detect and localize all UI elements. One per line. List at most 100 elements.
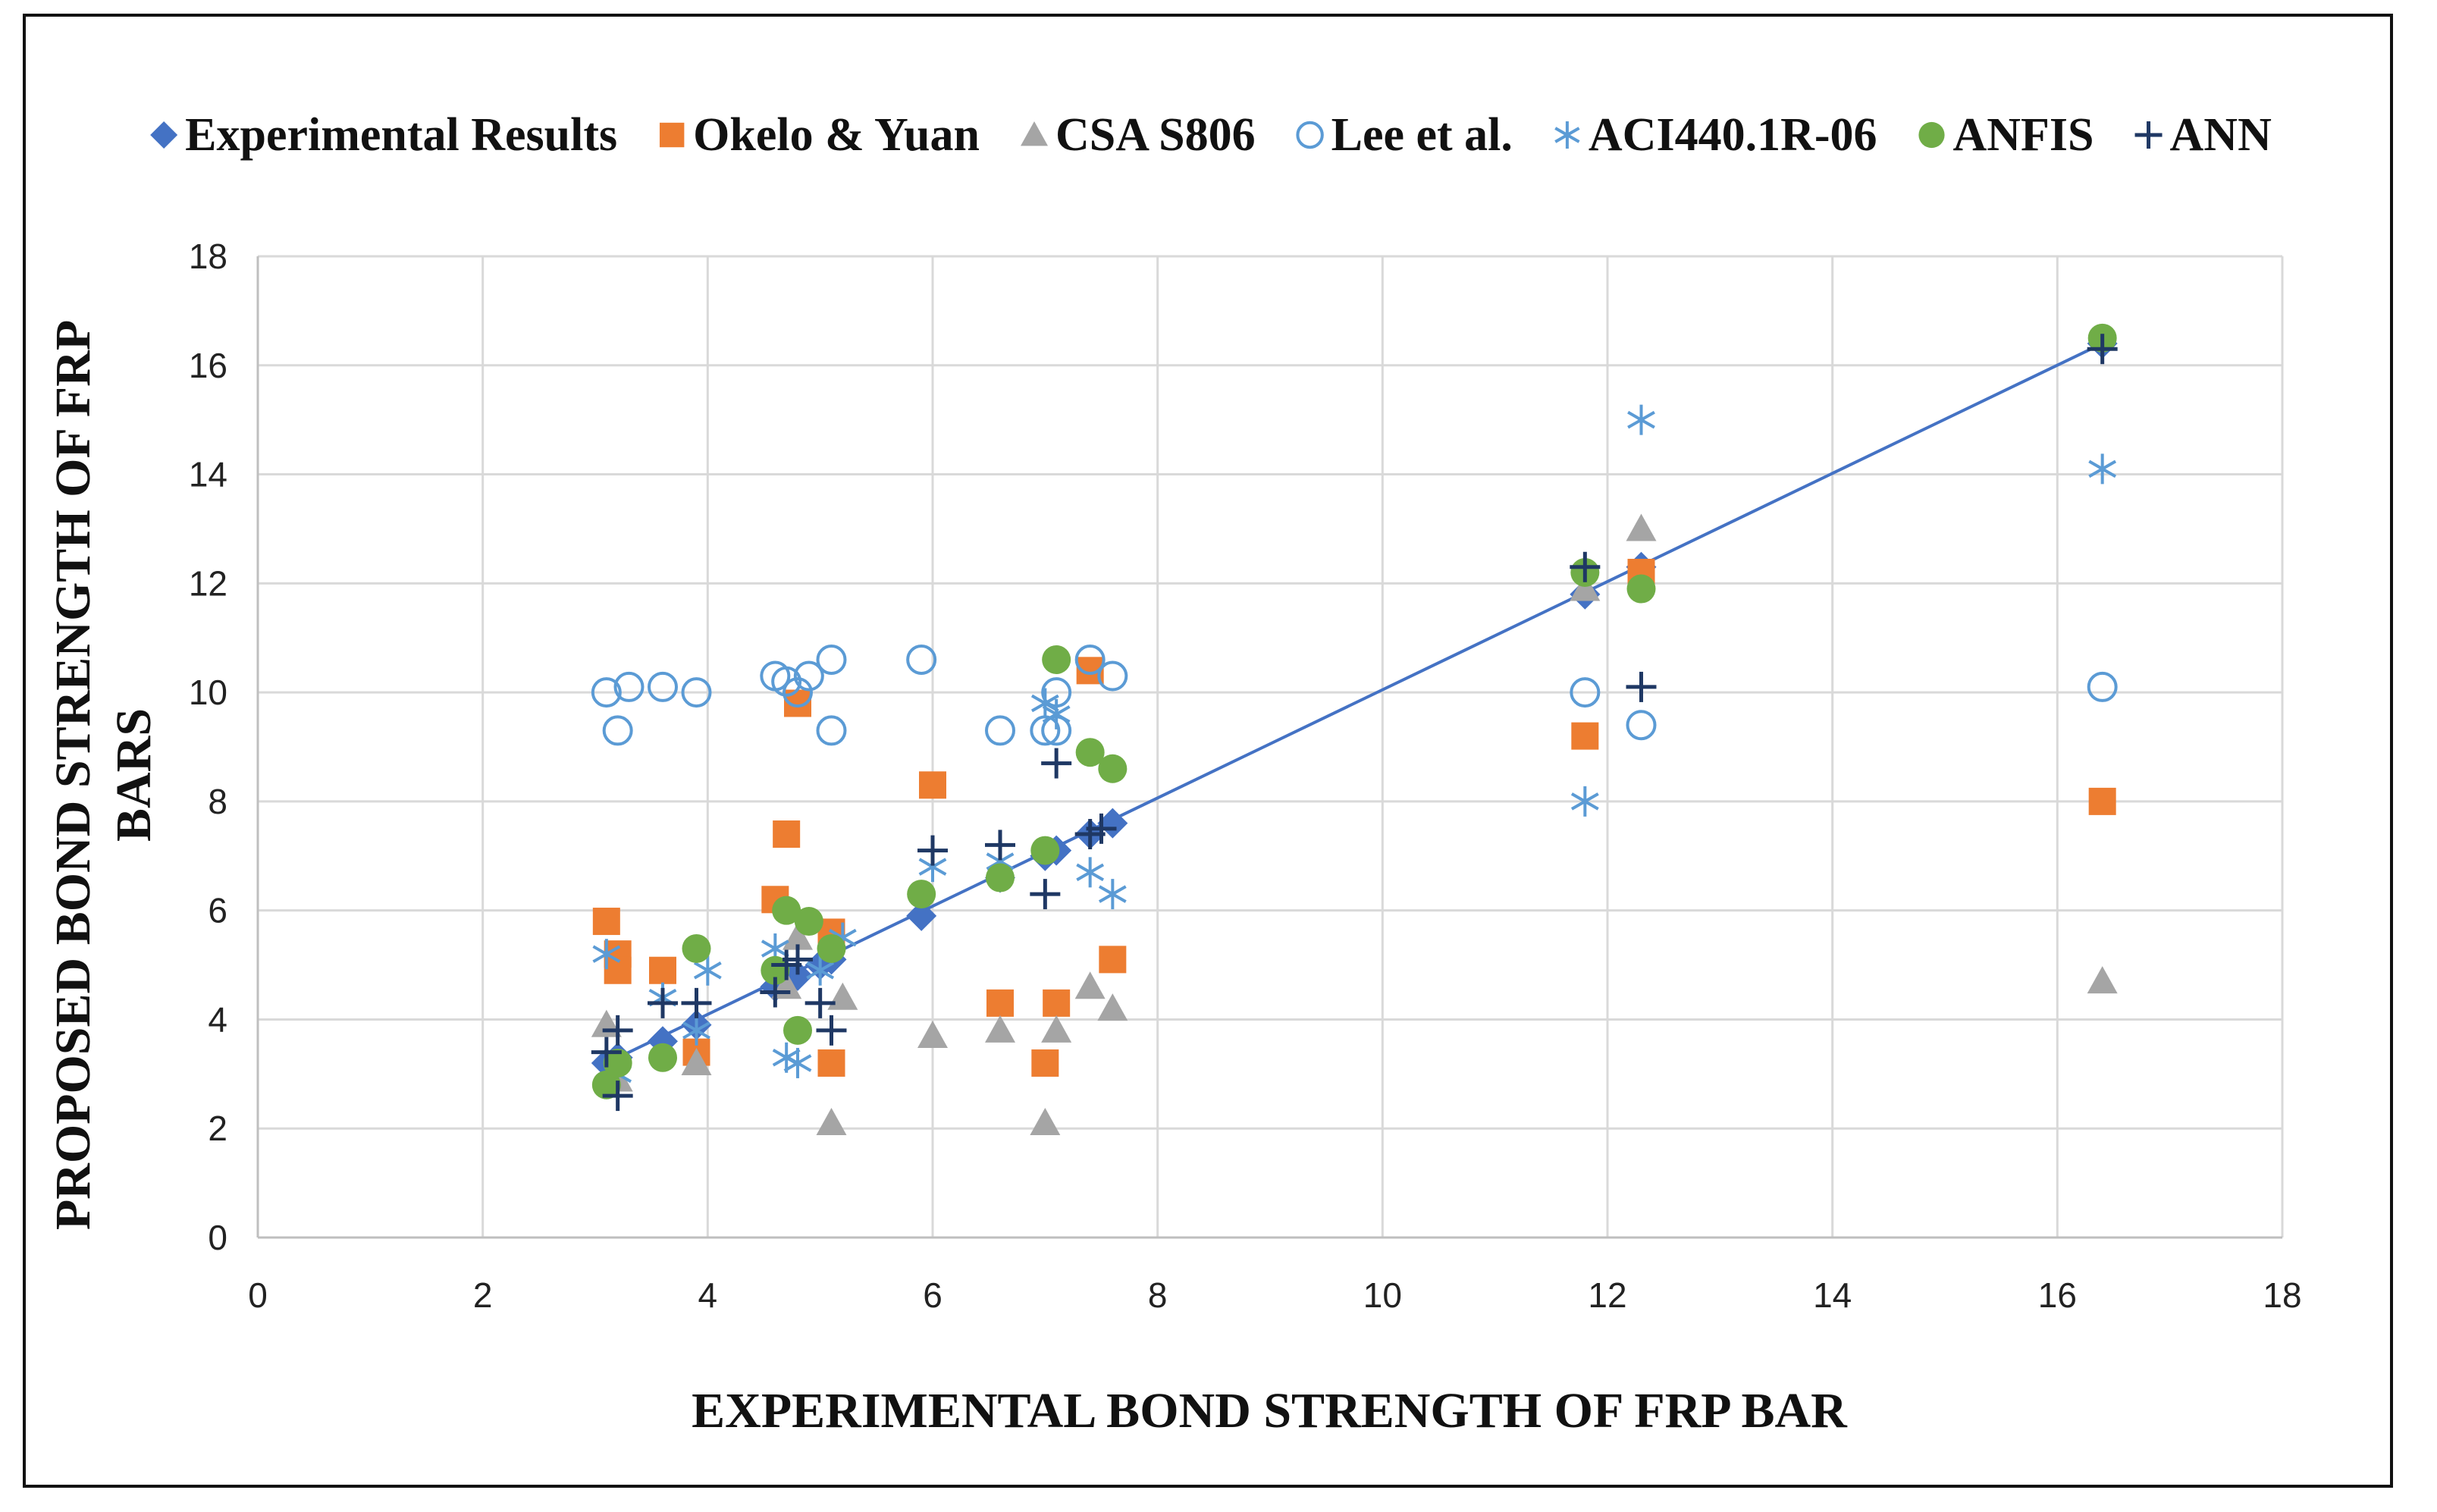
data-point	[1074, 644, 1106, 675]
data-point	[1626, 574, 1656, 604]
y-tick-label: 6	[208, 891, 227, 930]
legend-marker	[1021, 121, 1049, 146]
data-point	[602, 715, 633, 746]
data-point	[985, 715, 1015, 746]
data-point	[602, 1015, 633, 1046]
y-tick-label: 18	[189, 237, 227, 276]
data-point	[816, 715, 847, 746]
y-tick-label: 14	[189, 455, 227, 494]
data-point	[906, 900, 937, 931]
y-tick-label: 12	[189, 563, 227, 603]
chart-frame: 0 2 4 6 8 10 12 14 16 18 0 2 4 6 8 10 12 14 16 18 Experimen…	[23, 14, 2393, 1488]
data-point	[917, 835, 948, 866]
data-point	[816, 644, 847, 675]
x-tick-label: 8	[1148, 1275, 1168, 1315]
data-point	[1571, 722, 1599, 750]
data-point	[760, 977, 791, 1008]
y-axis-title-line-2: BARS	[106, 708, 162, 842]
x-tick-label: 2	[473, 1275, 493, 1315]
x-tick-label: 6	[923, 1275, 942, 1315]
data-point	[816, 1108, 847, 1136]
data-point	[2088, 787, 2116, 815]
data-point	[1097, 993, 1128, 1021]
legend-label: Lee et al.	[1331, 109, 1513, 161]
series-aci440-1r-06	[592, 404, 2117, 1090]
data-point	[591, 1070, 621, 1099]
legend-item: Okelo & Yuan	[659, 109, 980, 161]
x-tick-label: 4	[698, 1275, 718, 1315]
data-point	[681, 1047, 712, 1075]
y-axis-title-line-1: PROPOSED BOND STRENGTH OF FRP	[45, 320, 101, 1230]
data-point	[592, 939, 621, 970]
legend: Experimental Results Okelo & Yuan CSA S806…	[150, 109, 2272, 161]
data-point	[827, 982, 858, 1010]
legend-item: ANFIS	[1918, 109, 2094, 161]
y-axis-title: PROPOSED BOND STRENGTH OF FRP BARS	[45, 320, 162, 1230]
legend-label: CSA S806	[1055, 109, 1256, 161]
data-point	[783, 922, 813, 950]
x-tick-label: 14	[1813, 1275, 1852, 1315]
data-point	[1570, 573, 1601, 601]
data-point	[783, 1047, 812, 1078]
data-point	[681, 677, 712, 708]
data-point	[693, 955, 722, 986]
data-point	[773, 820, 801, 849]
data-point	[1570, 786, 1599, 817]
data-point	[1031, 1049, 1059, 1077]
legend-label: ANFIS	[1953, 109, 2094, 161]
y-tick-label: 8	[208, 782, 227, 821]
data-point	[906, 644, 937, 675]
data-point	[985, 830, 1015, 861]
data-point	[681, 987, 712, 1018]
legend-marker	[1918, 121, 1945, 149]
data-point	[804, 987, 836, 1018]
x-tick-label: 12	[1588, 1275, 1626, 1315]
data-point	[649, 956, 676, 984]
x-tick-label: 0	[248, 1275, 268, 1315]
data-point	[986, 863, 1015, 892]
y-tick-label: 16	[189, 346, 227, 385]
x-tick-label: 18	[2263, 1275, 2301, 1315]
series-lee-et-al-	[591, 644, 2118, 746]
data-point	[648, 671, 678, 702]
data-point	[1076, 857, 1105, 888]
legend-marker	[150, 121, 178, 149]
legend-label: Okelo & Yuan	[693, 109, 980, 161]
x-tick-label: 10	[1363, 1275, 1402, 1315]
data-point	[783, 677, 813, 708]
scatter-chart: 0 2 4 6 8 10 12 14 16 18 0 2 4 6 8 10 12 14 16 18 Experimen…	[45, 109, 2302, 1438]
data-point	[985, 1015, 1015, 1043]
data-point	[793, 660, 824, 692]
data-point	[1043, 989, 1071, 1017]
data-point	[783, 944, 813, 975]
x-axis-title: EXPERIMENTAL BOND STRENGTH OF FRP BAR	[692, 1383, 1848, 1438]
x-tick-label: 16	[2038, 1275, 2077, 1315]
data-point	[1626, 710, 1657, 741]
trendline	[605, 342, 2103, 1065]
data-point	[817, 933, 846, 963]
data-point	[1030, 836, 1060, 865]
y-tick-label: 0	[208, 1218, 227, 1257]
series-ann	[591, 334, 2118, 1112]
data-point	[806, 955, 835, 986]
data-point	[1042, 645, 1071, 674]
data-point	[648, 1043, 677, 1072]
legend-item: Lee et al.	[1296, 109, 1513, 161]
data-point	[1074, 971, 1106, 999]
legend-marker	[1296, 121, 1324, 149]
data-point	[783, 1015, 812, 1045]
data-point	[592, 908, 620, 936]
tick-labels: 0 2 4 6 8 10 12 14 16 18 0 2 4 6 8 10 12 14 16 18	[189, 237, 2302, 1315]
data-point	[1570, 551, 1601, 582]
data-point	[1626, 671, 1657, 702]
data-point	[1030, 688, 1059, 719]
y-tick-label: 4	[208, 999, 227, 1039]
data-point	[591, 677, 622, 708]
data-point	[1627, 404, 1655, 435]
data-point	[1030, 1108, 1061, 1136]
data-point	[602, 1081, 633, 1112]
data-point	[1097, 808, 1128, 839]
legend-marker	[1554, 121, 1580, 149]
legend-item: Experimental Results	[150, 109, 617, 161]
data-point	[794, 907, 823, 936]
